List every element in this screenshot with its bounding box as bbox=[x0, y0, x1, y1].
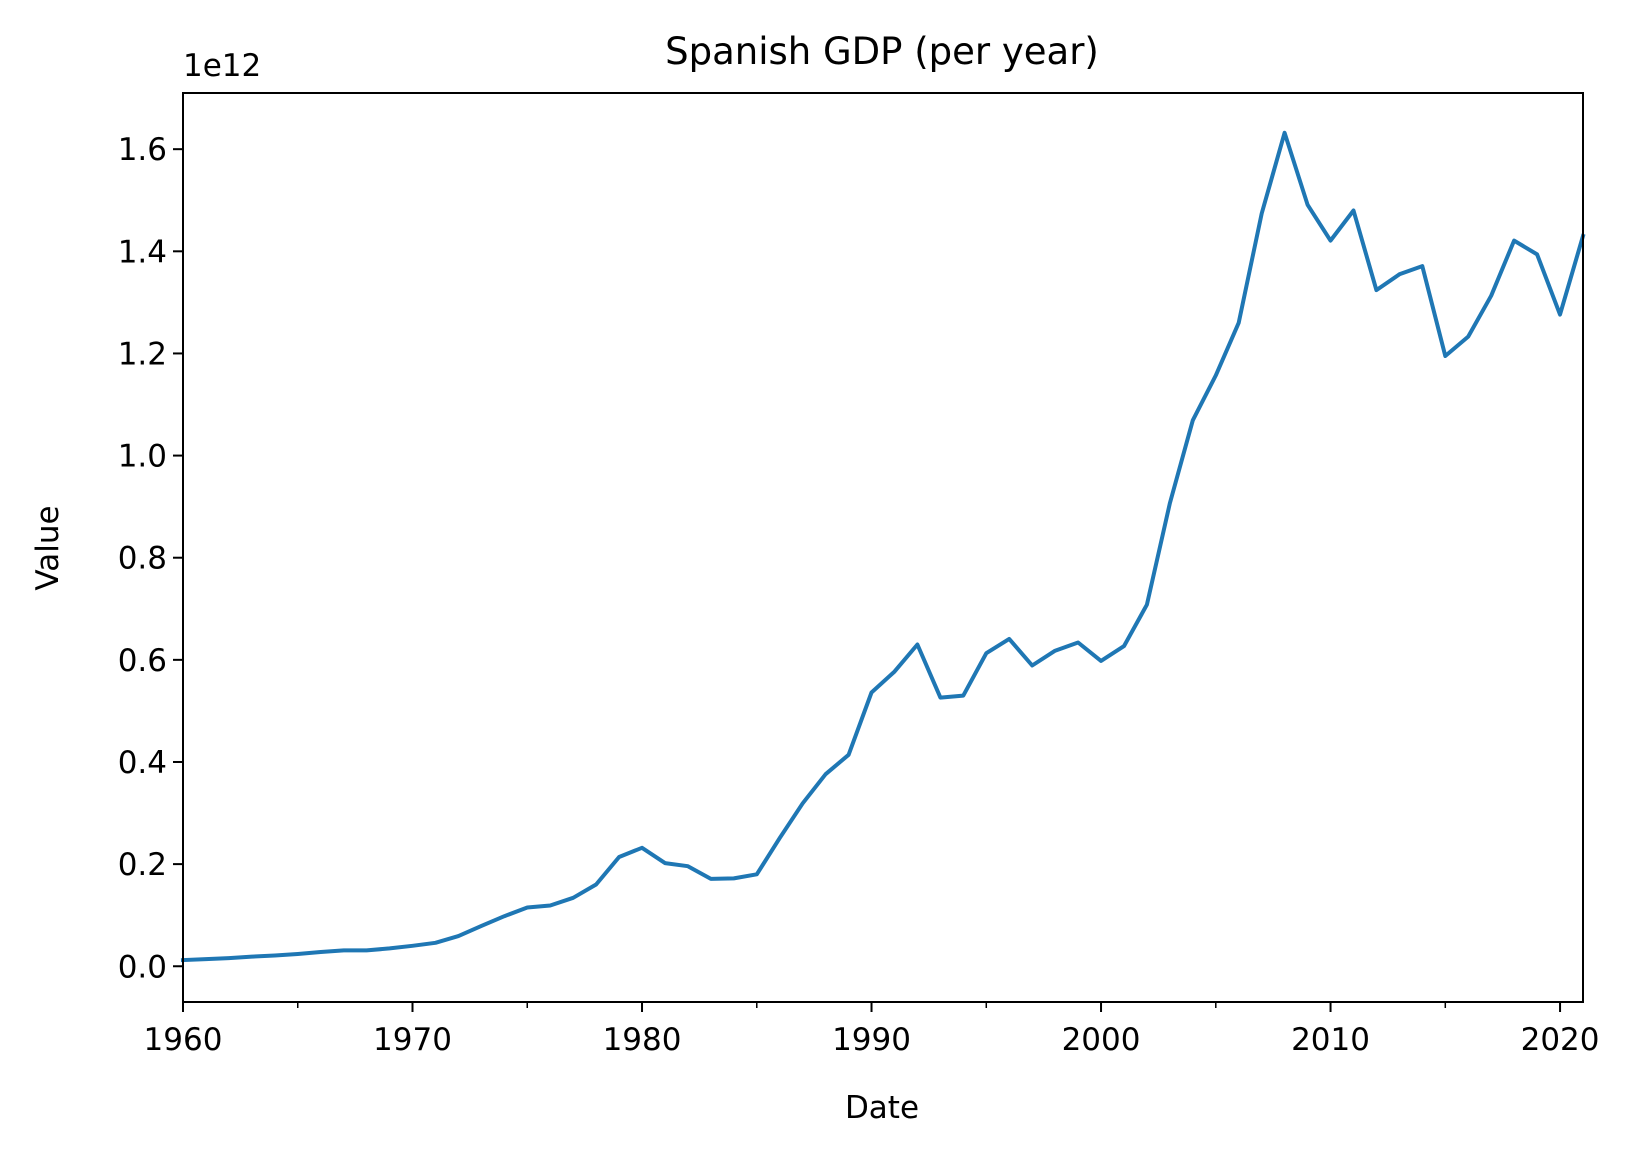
y-tick-label: 0.0 bbox=[118, 949, 167, 985]
y-tick-label: 0.2 bbox=[118, 847, 167, 883]
x-tick-label: 2000 bbox=[1062, 1022, 1141, 1058]
y-tick-label: 1.0 bbox=[118, 439, 167, 475]
y-tick-label: 0.6 bbox=[118, 643, 167, 679]
x-tick-label: 1970 bbox=[373, 1022, 452, 1058]
chart-title: Spanish GDP (per year) bbox=[665, 30, 1099, 73]
y-tick-label: 0.8 bbox=[118, 541, 167, 577]
gdp-series-line bbox=[180, 130, 1586, 963]
x-tick-label: 1980 bbox=[603, 1022, 682, 1058]
x-tick-label: 2010 bbox=[1291, 1022, 1370, 1058]
y-axis-label: Value bbox=[30, 505, 66, 590]
x-axis-label: Date bbox=[845, 1090, 919, 1126]
y-tick-label: 0.4 bbox=[118, 745, 167, 781]
y-axis-ticks: 0.0 0.2 0.4 0.6 0.8 1.0 1.2 1.4 1.6 bbox=[118, 132, 183, 985]
y-tick-label: 1.4 bbox=[118, 234, 167, 270]
x-axis-ticks: 1960 1970 1980 1990 2000 2010 2020 bbox=[144, 1002, 1600, 1058]
x-tick-label: 1990 bbox=[832, 1022, 911, 1058]
y-offset-text: 1e12 bbox=[183, 48, 261, 84]
y-tick-label: 1.6 bbox=[118, 132, 167, 168]
x-tick-label: 1960 bbox=[144, 1022, 223, 1058]
plot-area-frame bbox=[182, 92, 1584, 1003]
x-tick-label: 2020 bbox=[1521, 1022, 1600, 1058]
y-tick-label: 1.2 bbox=[118, 336, 167, 372]
